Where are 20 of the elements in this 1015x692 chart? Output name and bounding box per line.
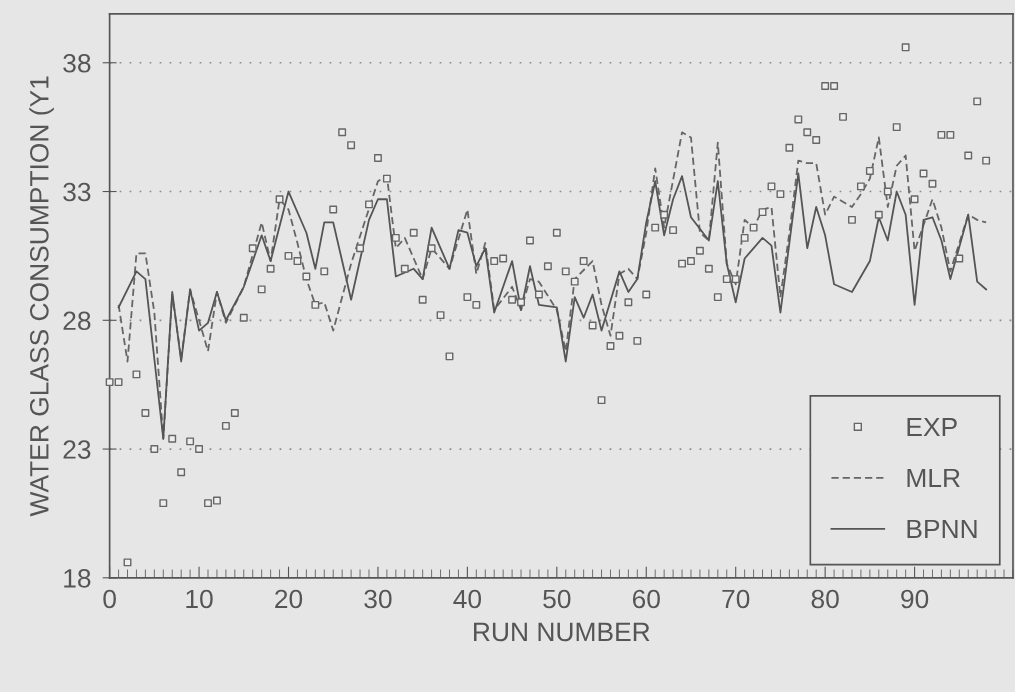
x-tick-label: 80 xyxy=(811,589,839,609)
legend-label: BPNN xyxy=(907,519,977,539)
y-axis-title: WATER GLASS CONSUMPTION (Y1 xyxy=(29,76,54,517)
x-tick-label: 60 xyxy=(632,589,660,609)
y-tick-label: 28 xyxy=(63,311,91,331)
legend-label: EXP xyxy=(907,417,957,437)
legend-label: MLR xyxy=(907,468,960,488)
x-tick-label: 20 xyxy=(275,589,303,609)
y-tick-label: 38 xyxy=(63,53,91,73)
x-tick-label: 50 xyxy=(543,589,571,609)
x-tick-label: 70 xyxy=(722,589,750,609)
x-tick-label: 30 xyxy=(364,589,392,609)
x-tick-label: 40 xyxy=(453,589,482,609)
y-tick-label: 33 xyxy=(63,182,91,202)
y-tick-label: 18 xyxy=(64,568,91,588)
x-tick-label: 0 xyxy=(103,589,116,609)
x-tick-label: 10 xyxy=(186,589,213,609)
y-tick-label: 23 xyxy=(63,440,91,459)
x-axis-title: RUN NUMBER xyxy=(474,622,650,642)
x-tick-label: 90 xyxy=(901,589,929,609)
